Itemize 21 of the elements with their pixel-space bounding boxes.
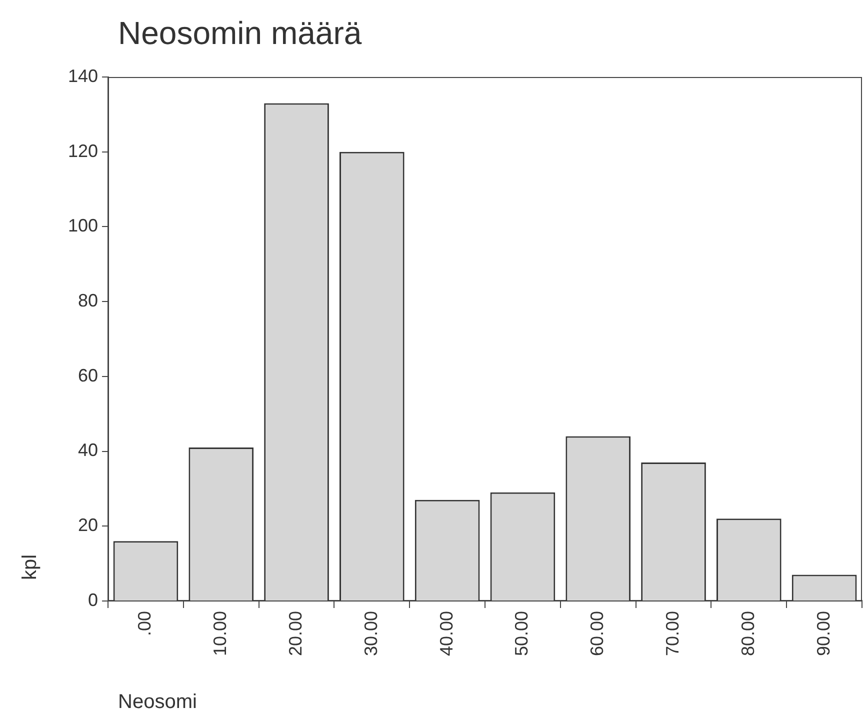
y-tick-label: 140	[68, 66, 98, 86]
x-tick-label: 90.00	[813, 610, 834, 656]
x-axis-title: Neosomi	[118, 691, 197, 713]
x-tick-label: 80.00	[738, 610, 758, 656]
x-tick-label: 40.00	[436, 610, 456, 656]
x-tick-label: 70.00	[662, 610, 682, 656]
y-tick-label: 80	[78, 290, 98, 311]
x-tick-label: 10.00	[210, 610, 230, 656]
chart-title: Neosomin määrä	[118, 15, 362, 51]
y-tick-label: 100	[68, 216, 98, 236]
x-tick-label: .00	[134, 610, 155, 636]
y-axis-title: kpl	[19, 554, 41, 580]
y-tick-label: 120	[68, 140, 98, 161]
x-tick-label: 50.00	[512, 610, 532, 656]
y-tick-label: 40	[78, 440, 98, 460]
x-tick-label: 20.00	[285, 610, 306, 656]
y-tick-label: 0	[88, 590, 98, 610]
y-tick-label: 20	[78, 515, 98, 536]
x-tick-label: 60.00	[587, 610, 608, 656]
y-tick-label: 60	[78, 365, 98, 386]
x-tick-label: 30.00	[360, 610, 381, 656]
